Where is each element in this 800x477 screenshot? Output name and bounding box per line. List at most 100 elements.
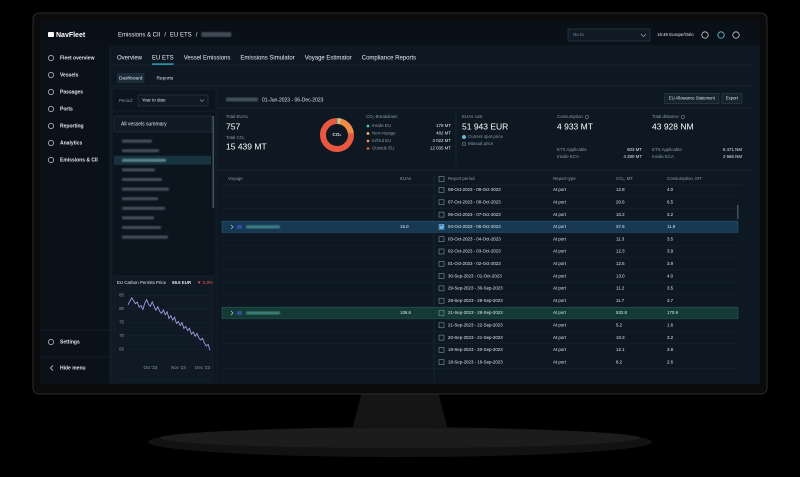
checkbox-all[interactable] xyxy=(438,176,445,182)
breadcrumb-item[interactable]: EU ETS xyxy=(170,33,192,39)
row-checkbox[interactable] xyxy=(438,261,445,267)
expand-arrow[interactable] xyxy=(230,224,234,230)
price-y-tick-label: 80 xyxy=(119,306,124,311)
price-chart-title: EU Carbon Permits Price xyxy=(117,280,167,285)
voyage-euas: 106.6 xyxy=(400,310,412,315)
table-header: Report period xyxy=(448,176,475,181)
row-checkbox[interactable] xyxy=(438,310,445,316)
price-x-tick-label: Dec '23 xyxy=(195,365,210,370)
table-cell: 170.9 xyxy=(667,310,679,315)
row-checkbox[interactable] xyxy=(438,248,445,255)
header-button[interactable] xyxy=(664,93,720,104)
row-checkbox[interactable] xyxy=(438,187,445,193)
radio[interactable] xyxy=(461,134,467,140)
table-cell: 11.8 xyxy=(667,224,676,229)
kpi-detail-value: 603 MT xyxy=(627,147,642,152)
tab[interactable]: Compliance Reports xyxy=(362,56,416,62)
table-cell: 11.7 xyxy=(616,298,625,303)
period-value: Year to date xyxy=(142,98,166,103)
summary-row[interactable] xyxy=(113,115,213,133)
row-checkbox[interactable] xyxy=(438,347,445,353)
row-checkbox[interactable] xyxy=(438,322,445,329)
row-checkbox[interactable] xyxy=(438,297,445,304)
nav-item[interactable]: Settings xyxy=(60,339,80,345)
nav-item[interactable]: Ports xyxy=(60,106,73,112)
legend-dot xyxy=(366,132,370,135)
legend-dot xyxy=(366,147,370,150)
table-header: Consumption, MT xyxy=(667,176,702,181)
nav-item[interactable]: Emissions & CII xyxy=(60,157,98,163)
table-cell: 11.3 xyxy=(616,236,625,241)
table-cell: 3.8 xyxy=(667,347,674,352)
table-cell: 1.6 xyxy=(667,322,674,327)
search-box[interactable] xyxy=(567,28,651,42)
subtab[interactable]: Reports xyxy=(156,75,173,81)
row-checkbox[interactable] xyxy=(438,273,445,279)
breadcrumb-item[interactable]: Emissions & CII xyxy=(118,33,161,39)
row-checkbox[interactable] xyxy=(438,236,445,242)
table-cell: 2.6 xyxy=(667,359,674,364)
table-cell: 3.2 xyxy=(667,335,674,340)
nav-item[interactable]: Hide menu xyxy=(60,365,86,371)
breakdown-title: CO₂ Breakdown xyxy=(366,114,398,119)
price-y-tick-label: 65 xyxy=(119,346,124,351)
monitor-base-top xyxy=(160,428,640,448)
subtab[interactable]: Dashboard xyxy=(119,75,143,81)
row-highlight[interactable] xyxy=(221,221,739,233)
table-cell: At port xyxy=(553,261,567,266)
price-y-tick-label: 70 xyxy=(119,333,124,338)
table-cell: 12.1 xyxy=(616,347,625,352)
table-cell: 28-Sep-2023 - 29-Sep-2023 xyxy=(448,298,503,303)
period-dropdown[interactable] xyxy=(137,94,209,107)
legend-value: 12 035 MT xyxy=(430,146,451,151)
nav-item[interactable]: Analytics xyxy=(60,140,82,146)
row-checkbox[interactable] xyxy=(438,334,445,341)
redacted-text xyxy=(201,32,232,37)
top-icon[interactable] xyxy=(717,31,725,39)
radio[interactable] xyxy=(461,141,467,147)
table-cell: 4.0 xyxy=(667,187,674,192)
voyage-euas: 15.0 xyxy=(400,224,409,229)
ui: NavFleet Emissions & CII / EU ETS / Go to 16:4… xyxy=(40,28,752,383)
kpi-detail-label: Inside ECA xyxy=(652,154,674,159)
table-cell: 02-Oct-2023 - 03-Oct-2023 xyxy=(448,249,501,254)
row-highlight[interactable] xyxy=(221,307,739,319)
tab[interactable]: Overview xyxy=(117,56,143,62)
table-header: Report type xyxy=(553,176,576,181)
expand-arrow[interactable] xyxy=(230,310,234,316)
clock: 16:46 Europe/Oslo xyxy=(657,32,694,37)
table-cell: 5.2 xyxy=(616,322,623,327)
price-y-tick-label: 85 xyxy=(119,293,124,298)
table-cell: At port xyxy=(553,187,567,192)
table-cell: 6.5 xyxy=(667,199,674,204)
price-x-tick-label: Oct '23 xyxy=(143,365,157,370)
table-cell: 04-Oct-2023 - 06-Oct-2023 xyxy=(448,224,501,229)
nav-item[interactable]: Vessels xyxy=(60,72,79,78)
tab[interactable]: Vessel Emissions xyxy=(184,56,231,62)
top-icon[interactable] xyxy=(701,31,709,39)
row-checkbox[interactable] xyxy=(438,285,445,292)
table-cell: 21-Sep-2023 - 28-Sep-2023 xyxy=(448,310,503,315)
row-checkbox[interactable] xyxy=(438,224,445,230)
kpi-detail-value: 4 280 MT xyxy=(623,154,642,159)
kpi-value: 15 439 MT xyxy=(226,141,267,151)
row-checkbox[interactable] xyxy=(438,211,445,218)
row-checkbox[interactable] xyxy=(438,359,445,365)
table-cell: At port xyxy=(553,212,567,217)
nav-item[interactable]: Passages xyxy=(60,89,83,95)
table-cell: 30-Sep-2023 - 01-Oct-2023 xyxy=(448,273,502,278)
tab[interactable]: EU ETS xyxy=(152,56,174,62)
table-cell: 20-Sep-2023 - 21-Sep-2023 xyxy=(448,335,503,340)
kpi-value: 757 xyxy=(226,121,240,131)
table-cell: 8.2 xyxy=(616,359,623,364)
tab[interactable]: Emissions Simulator xyxy=(240,56,294,62)
tab[interactable]: Voyage Estimator xyxy=(305,56,352,62)
nav-item[interactable]: Reporting xyxy=(60,123,84,129)
redacted-text xyxy=(122,158,166,162)
table-cell: At port xyxy=(553,359,567,364)
header-button[interactable] xyxy=(721,93,743,104)
top-icon[interactable] xyxy=(732,31,740,39)
row-checkbox[interactable] xyxy=(438,199,445,206)
table-cell: 19-Sep-2023 - 20-Sep-2023 xyxy=(448,347,503,352)
nav-item[interactable]: Fleet overview xyxy=(60,55,95,61)
